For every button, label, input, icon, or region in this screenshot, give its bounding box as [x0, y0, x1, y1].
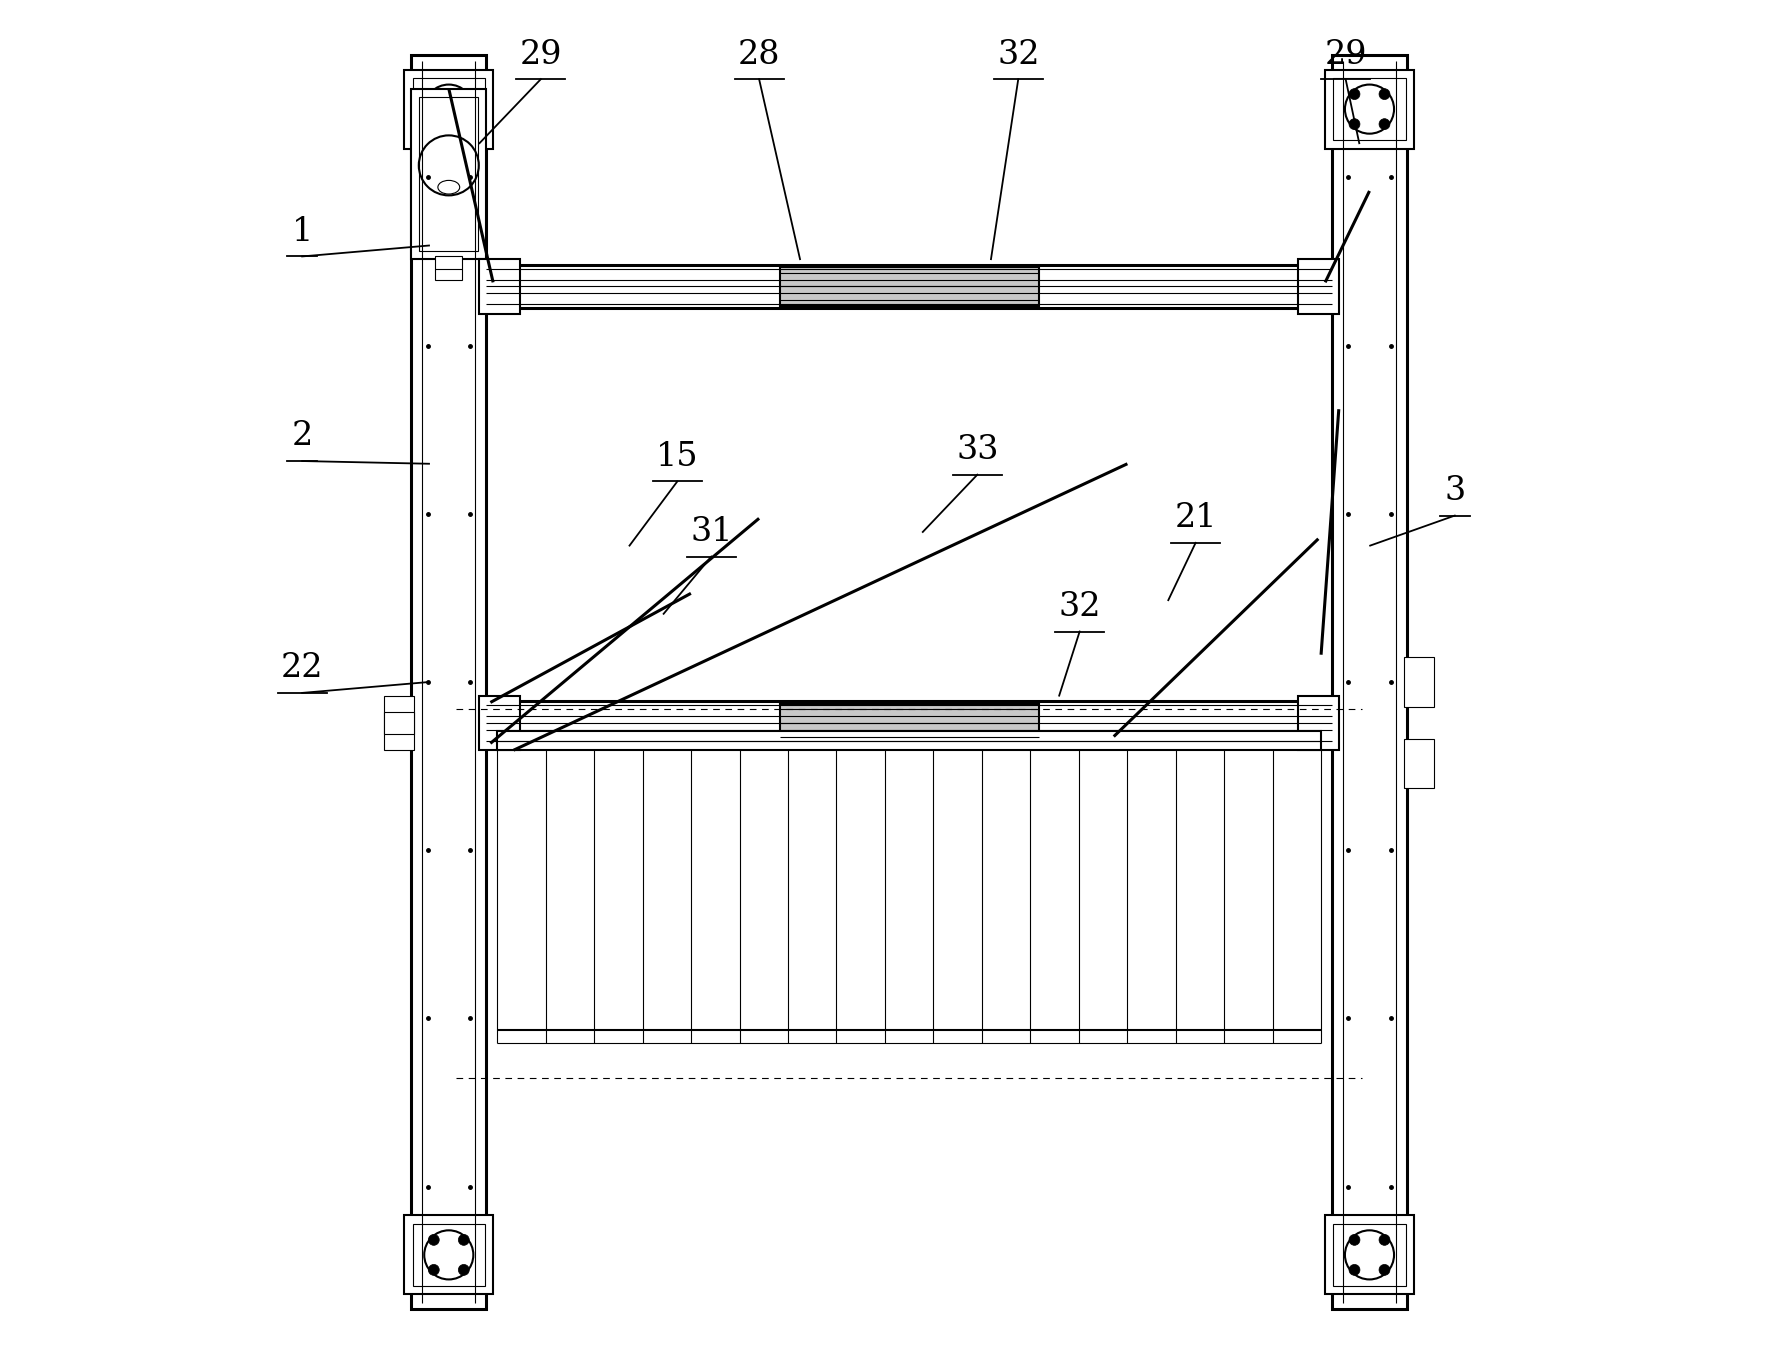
Text: 29: 29: [1324, 38, 1367, 71]
Bar: [1333, 1224, 1406, 1286]
Bar: [480, 696, 521, 750]
Text: 28: 28: [738, 38, 781, 71]
Circle shape: [428, 119, 439, 130]
Circle shape: [428, 1234, 439, 1245]
Circle shape: [428, 1264, 439, 1275]
Circle shape: [1349, 119, 1359, 130]
Bar: [779, 704, 1039, 742]
Circle shape: [1379, 1234, 1390, 1245]
Text: 32: 32: [1058, 591, 1101, 623]
Bar: [1298, 259, 1340, 314]
Bar: [1404, 739, 1435, 788]
Circle shape: [428, 89, 439, 100]
Text: 2: 2: [292, 420, 313, 453]
Bar: [412, 55, 487, 1309]
Bar: [419, 97, 478, 251]
Bar: [1333, 55, 1408, 1309]
Bar: [1298, 696, 1340, 750]
Bar: [779, 267, 1039, 306]
Text: 3: 3: [1444, 475, 1465, 507]
Circle shape: [1379, 1264, 1390, 1275]
Text: 1: 1: [292, 216, 313, 248]
Circle shape: [1349, 89, 1359, 100]
Text: 15: 15: [656, 441, 698, 473]
Bar: [412, 89, 487, 259]
Circle shape: [1349, 1264, 1359, 1275]
Circle shape: [458, 1264, 469, 1275]
Circle shape: [458, 119, 469, 130]
Bar: [405, 1215, 493, 1294]
Text: 32: 32: [998, 38, 1039, 71]
Bar: [1333, 78, 1406, 140]
Circle shape: [1379, 89, 1390, 100]
Text: 21: 21: [1175, 502, 1216, 535]
Circle shape: [1379, 119, 1390, 130]
Text: 33: 33: [956, 434, 999, 466]
Bar: [480, 259, 521, 314]
Ellipse shape: [437, 180, 460, 194]
Bar: [405, 70, 493, 149]
Bar: [1325, 70, 1413, 149]
Text: 29: 29: [519, 38, 562, 71]
Bar: [1404, 657, 1435, 707]
Bar: [412, 1224, 485, 1286]
Circle shape: [458, 89, 469, 100]
Bar: [383, 712, 414, 734]
Text: 31: 31: [690, 516, 733, 548]
Bar: [487, 701, 1333, 745]
Bar: [1325, 1215, 1413, 1294]
Bar: [383, 696, 414, 750]
Bar: [487, 265, 1333, 308]
Bar: [498, 731, 1322, 750]
Bar: [412, 78, 485, 140]
Bar: [435, 256, 462, 280]
Text: 22: 22: [281, 652, 324, 685]
Circle shape: [1349, 1234, 1359, 1245]
Circle shape: [458, 1234, 469, 1245]
